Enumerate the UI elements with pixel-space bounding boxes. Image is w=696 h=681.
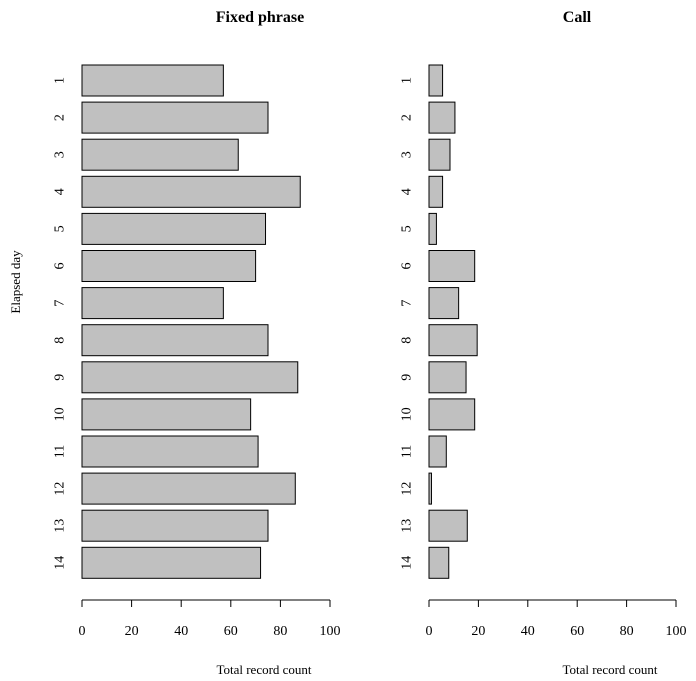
y-axis-label: Elapsed day <box>8 250 23 314</box>
bar-day-10 <box>428 398 476 431</box>
bar-day-3 <box>81 138 239 171</box>
bar-day-11 <box>428 435 447 468</box>
bar-day-11 <box>81 435 259 468</box>
bar-day-12 <box>428 472 432 505</box>
y-tick-label: 9 <box>53 374 68 381</box>
bar-day-8 <box>428 324 478 357</box>
y-tick-label: 8 <box>53 337 68 344</box>
x-tick-label: 0 <box>426 624 433 639</box>
bar-day-5 <box>428 212 437 245</box>
x-axis: 0 20 40 60 80 100 <box>426 599 687 639</box>
y-tick-label: 12 <box>400 482 415 496</box>
y-tick-label: 7 <box>53 300 68 307</box>
y-tick-label: 9 <box>400 374 415 381</box>
x-tick-label: 60 <box>224 624 238 639</box>
bar-day-7 <box>428 287 460 320</box>
y-tick-label: 13 <box>53 519 68 533</box>
y-tick-label: 3 <box>400 151 415 158</box>
bar-day-1 <box>428 64 444 97</box>
x-tick-label: 40 <box>174 624 188 639</box>
y-tick-label: 11 <box>53 445 68 458</box>
bar-day-5 <box>81 212 267 245</box>
x-tick-label: 80 <box>620 624 634 639</box>
bar-day-14 <box>428 546 450 579</box>
chart-title: Fixed phrase <box>216 9 304 26</box>
bar-day-2 <box>428 101 456 134</box>
bar-day-4 <box>428 175 444 208</box>
fixed-phrase-panel: Fixed phrase Elapsed day Total record co… <box>8 9 341 677</box>
y-tick-label: 14 <box>400 556 415 570</box>
y-tick-label: 11 <box>400 445 415 458</box>
y-tick-label: 14 <box>53 556 68 570</box>
bar-day-6 <box>428 250 476 282</box>
bars-group <box>428 64 478 579</box>
chart-title: Call <box>563 9 592 26</box>
bars-group <box>81 64 301 579</box>
bar-day-4 <box>81 175 301 208</box>
bar-day-3 <box>428 138 451 171</box>
bar-day-9 <box>428 361 467 394</box>
x-tick-label: 100 <box>320 624 341 639</box>
bar-day-8 <box>81 324 269 357</box>
x-axis-label: Total record count <box>562 662 657 677</box>
bar-day-13 <box>81 509 269 542</box>
bar-day-12 <box>81 472 296 505</box>
y-tick-label: 6 <box>400 263 415 270</box>
y-tick-label: 5 <box>53 225 68 232</box>
y-tick-label: 12 <box>53 482 68 496</box>
x-tick-label: 80 <box>273 624 287 639</box>
bar-day-1 <box>81 64 224 97</box>
call-panel: Call Total record count 1234567891011121… <box>400 9 687 677</box>
y-tick-label: 1 <box>53 77 68 84</box>
y-tick-label: 4 <box>53 188 68 195</box>
x-tick-label: 20 <box>471 624 485 639</box>
y-tick-label: 7 <box>400 300 415 307</box>
y-tick-label: 4 <box>400 188 415 195</box>
x-tick-label: 0 <box>79 624 86 639</box>
bar-day-13 <box>428 509 468 542</box>
y-tick-label: 2 <box>53 114 68 121</box>
x-axis-label: Total record count <box>216 662 311 677</box>
x-tick-label: 20 <box>125 624 139 639</box>
bar-day-6 <box>81 250 257 282</box>
y-tick-label: 5 <box>400 225 415 232</box>
x-axis: 0 20 40 60 80 100 <box>79 599 341 639</box>
y-tick-label: 10 <box>53 407 68 421</box>
bar-day-7 <box>81 287 224 320</box>
x-tick-label: 40 <box>521 624 535 639</box>
y-tick-label: 8 <box>400 337 415 344</box>
y-tick-label: 10 <box>400 407 415 421</box>
y-tick-label: 1 <box>400 77 415 84</box>
bar-day-14 <box>81 546 262 579</box>
y-tick-label: 3 <box>53 151 68 158</box>
y-tick-label: 13 <box>400 519 415 533</box>
y-tick-label: 2 <box>400 114 415 121</box>
bar-day-9 <box>81 361 299 394</box>
x-tick-label: 100 <box>666 624 687 639</box>
y-tick-label: 6 <box>53 263 68 270</box>
x-tick-label: 60 <box>570 624 584 639</box>
bar-day-10 <box>81 398 252 431</box>
bar-day-2 <box>81 101 269 134</box>
